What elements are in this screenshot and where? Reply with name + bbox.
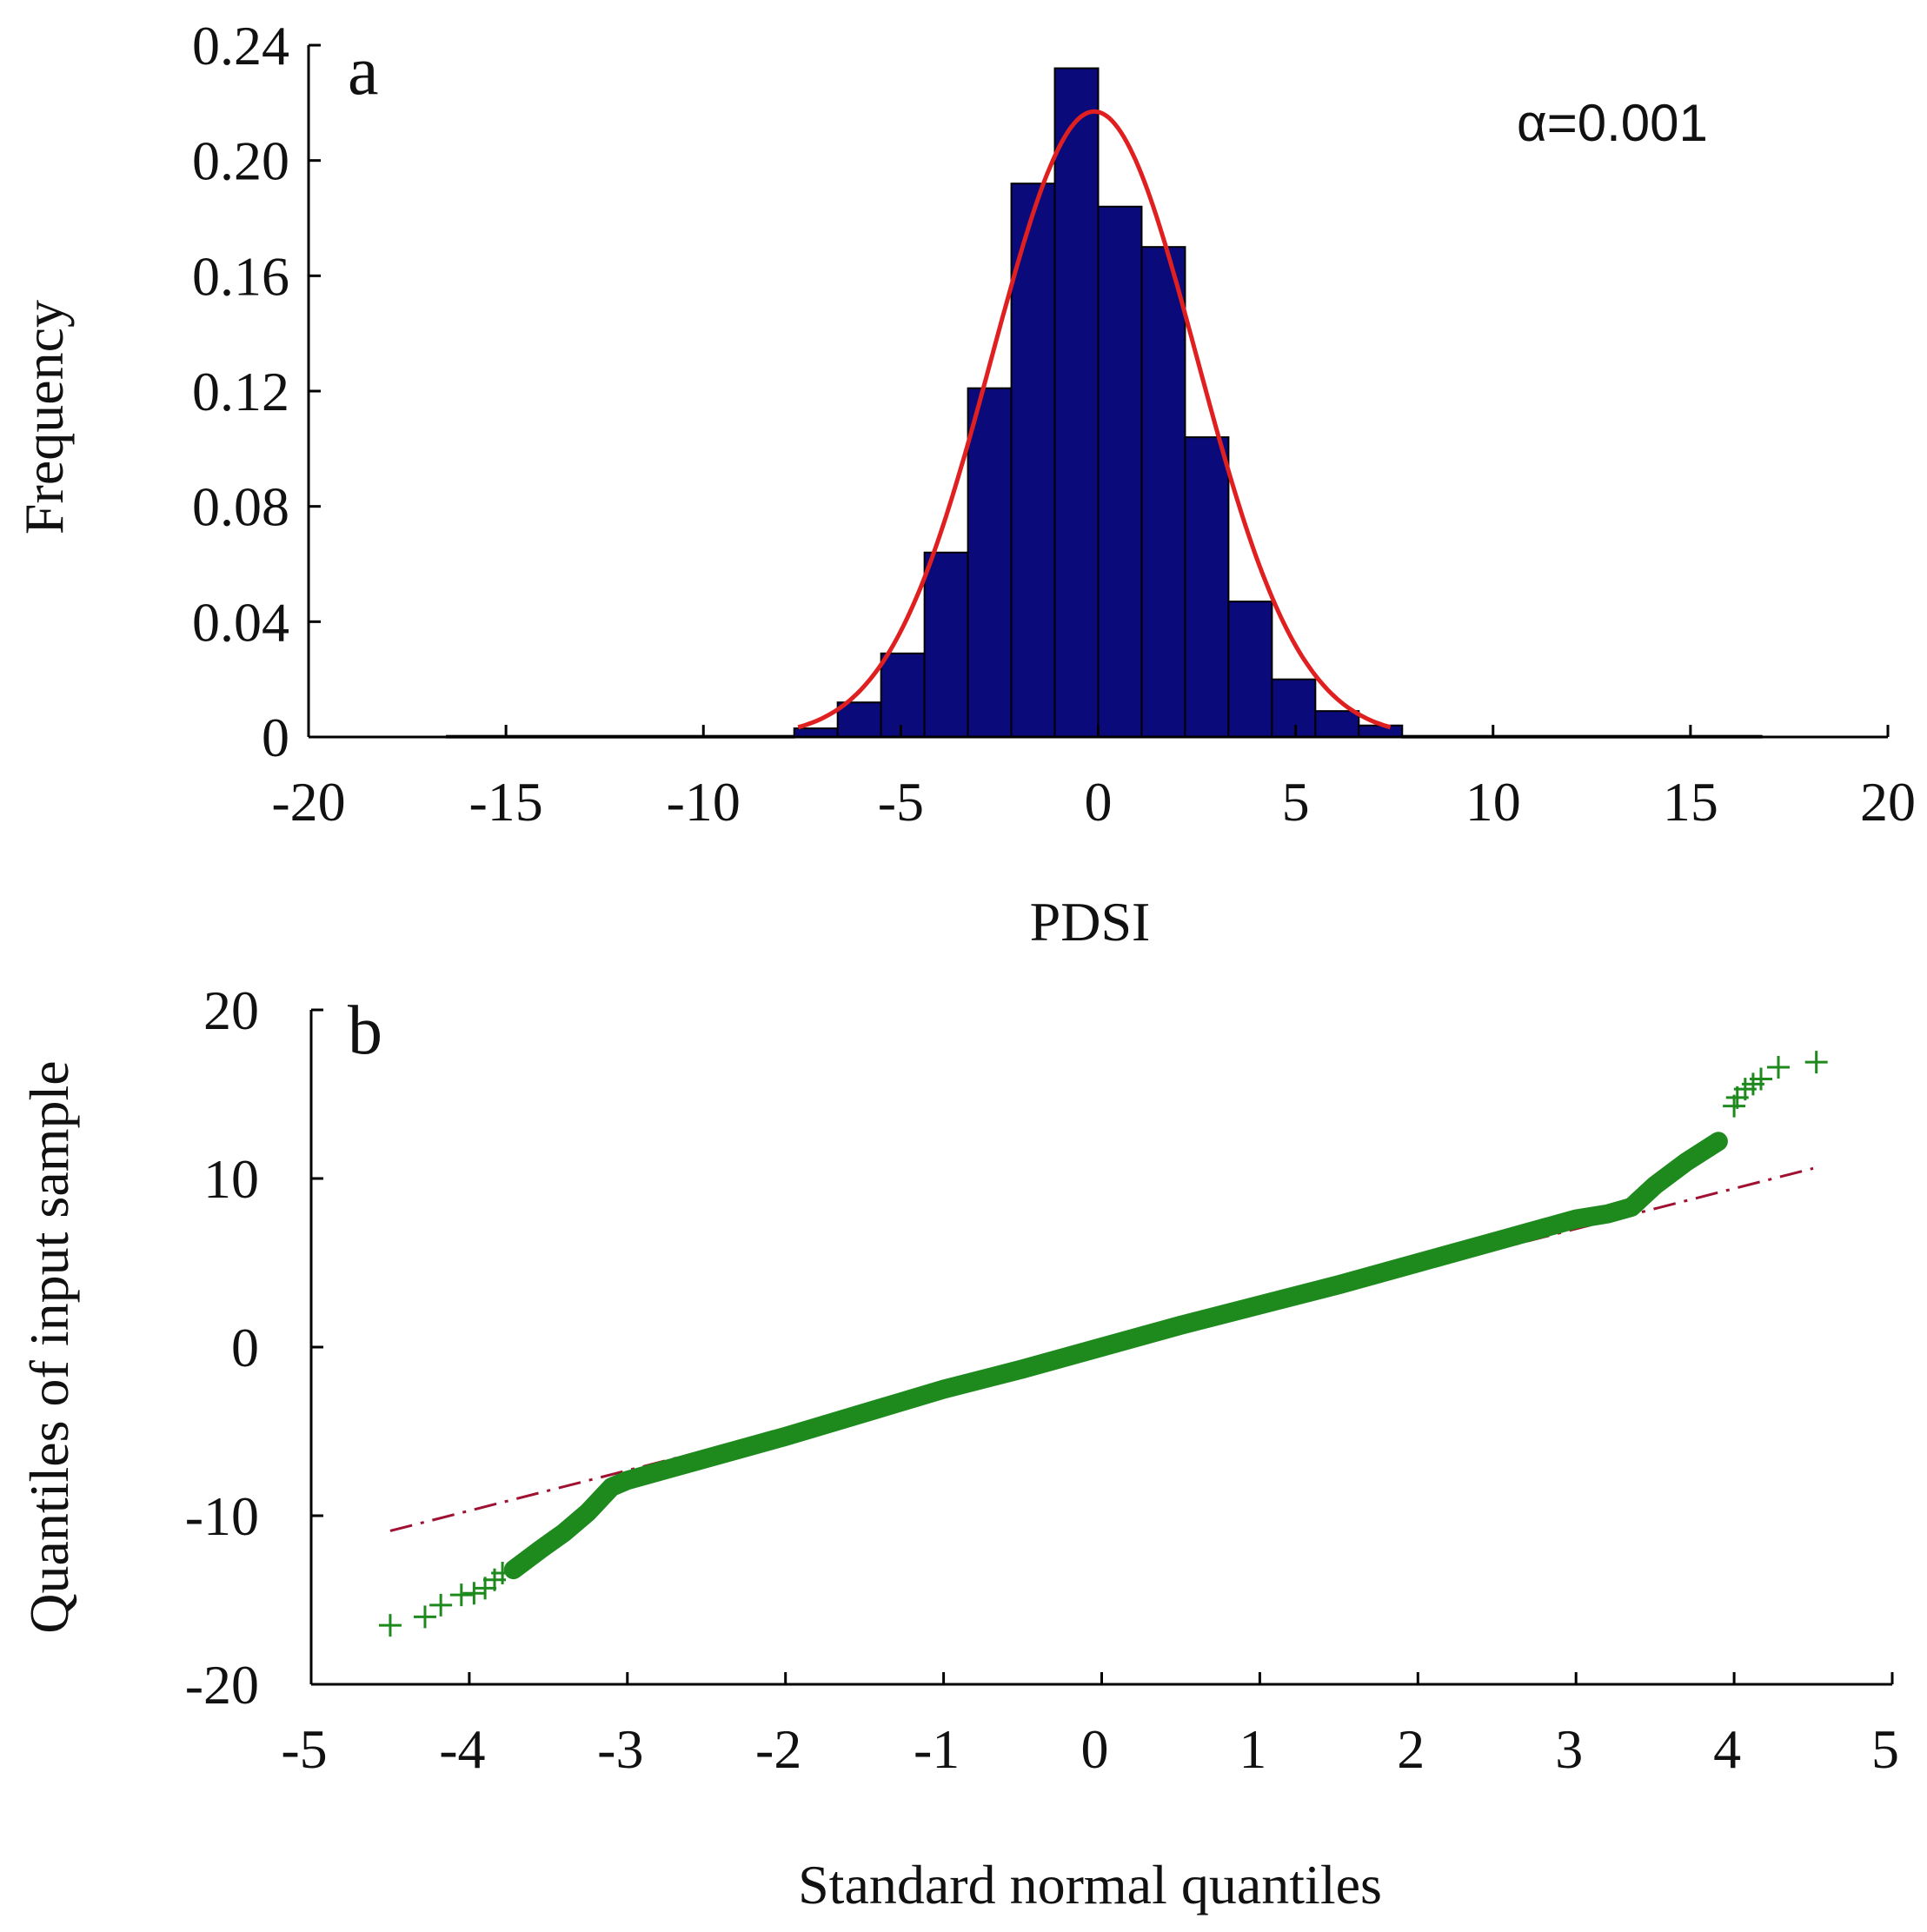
qq-sample-marker — [491, 1561, 515, 1584]
histogram-x-tick-label: 10 — [1465, 771, 1521, 833]
qq-sample-marker — [449, 1583, 473, 1607]
histogram-bar — [1314, 710, 1360, 739]
histogram-bar — [1140, 246, 1186, 738]
histogram-bar — [923, 551, 969, 738]
qq-x-tick-labels: -5 -4 -3 -2 -1 0 1 2 3 4 5 — [281, 1718, 1899, 1780]
histogram-x-tick-label: -5 — [878, 771, 924, 833]
histogram-x-tick-label: 20 — [1860, 771, 1916, 833]
histogram-bar — [1358, 724, 1404, 739]
histogram-x-tick-label: 0 — [1085, 771, 1113, 833]
qq-y-tick-labels: -20 -10 0 10 20 — [185, 979, 259, 1716]
panel-b-label: b — [348, 993, 382, 1069]
histogram-y-axis-title: Frequency — [13, 300, 75, 534]
qq-sample-marker — [462, 1582, 486, 1605]
qq-sample-marker — [429, 1593, 453, 1617]
histogram-bar — [880, 652, 926, 738]
histogram-bars — [445, 67, 1763, 739]
qq-sample-trend — [503, 1132, 1728, 1580]
histogram-y-tick-label: 0.24 — [192, 15, 289, 76]
histogram-x-tick-label: -10 — [667, 771, 741, 833]
qq-y-tick-label: 10 — [203, 1148, 259, 1210]
histogram-x-tick-label: 15 — [1663, 771, 1718, 833]
histogram-y-tick-label: 0 — [262, 707, 289, 768]
qq-x-tick-label: -1 — [914, 1718, 960, 1780]
histogram-bar — [967, 387, 1013, 738]
qq-sample-markers — [378, 1051, 1828, 1637]
histogram-bar — [836, 701, 882, 739]
qq-sample-marker — [1767, 1055, 1791, 1079]
qq-x-tick-label: 1 — [1239, 1718, 1266, 1780]
histogram-panel: -20 -15 -10 -5 0 5 10 15 20 0 0.04 0.08 0.12 0.16 0.2… — [13, 15, 1916, 953]
histogram-x-tick-label: -20 — [271, 771, 345, 833]
qq-sample-marker — [378, 1614, 402, 1637]
qq-x-tick-label: 4 — [1713, 1718, 1741, 1780]
histogram-y-tick-label: 0.12 — [192, 361, 289, 422]
qq-x-tick-label: -2 — [755, 1718, 801, 1780]
histogram-y-tick-labels: 0 0.04 0.08 0.12 0.16 0.20 0.24 — [192, 15, 289, 768]
alpha-annotation: α=0.001 — [1517, 94, 1708, 152]
qq-x-tick-label: -3 — [597, 1718, 643, 1780]
qq-y-axis-title: Quantiles of input sample — [18, 1060, 80, 1633]
qq-x-tick-label: 5 — [1871, 1718, 1899, 1780]
histogram-bar — [1053, 67, 1100, 739]
histogram-y-tick-label: 0.16 — [192, 245, 289, 307]
qq-y-tick-label: 0 — [231, 1317, 259, 1378]
qq-y-tick-label: 20 — [203, 979, 259, 1041]
qq-sample-marker — [1804, 1051, 1828, 1074]
histogram-y-tick-label: 0.20 — [192, 130, 289, 192]
histogram-bar — [1271, 678, 1317, 739]
panel-a-label: a — [348, 33, 379, 110]
qq-y-tick-label: -20 — [185, 1654, 259, 1716]
qq-x-tick-label: -4 — [439, 1718, 485, 1780]
qq-sample-marker — [413, 1605, 436, 1629]
histogram-bar — [1097, 205, 1143, 738]
histogram-x-tick-label: 5 — [1282, 771, 1310, 833]
histogram-bar — [1184, 436, 1230, 738]
histogram-x-axis-title: PDSI — [1030, 891, 1151, 953]
qq-x-axis-title: Standard normal quantiles — [798, 1854, 1382, 1915]
histogram-y-tick-label: 0.04 — [192, 591, 289, 653]
qq-y-tick-label: -10 — [185, 1485, 259, 1547]
qq-x-tick-label: -5 — [281, 1718, 327, 1780]
histogram-bar — [1227, 601, 1273, 738]
qq-x-tick-label: 3 — [1555, 1718, 1583, 1780]
histogram-axes — [307, 43, 1890, 739]
histogram-x-tick-labels: -20 -15 -10 -5 0 5 10 15 20 — [271, 771, 1916, 833]
qq-axes — [309, 1008, 1894, 1686]
qq-x-tick-label: 0 — [1081, 1718, 1109, 1780]
qq-x-tick-label: 2 — [1397, 1718, 1425, 1780]
normal-fit-curve — [797, 109, 1392, 730]
histogram-x-tick-label: -15 — [468, 771, 542, 833]
histogram-y-tick-label: 0.08 — [192, 476, 289, 538]
qq-sample-marker — [1750, 1067, 1773, 1091]
